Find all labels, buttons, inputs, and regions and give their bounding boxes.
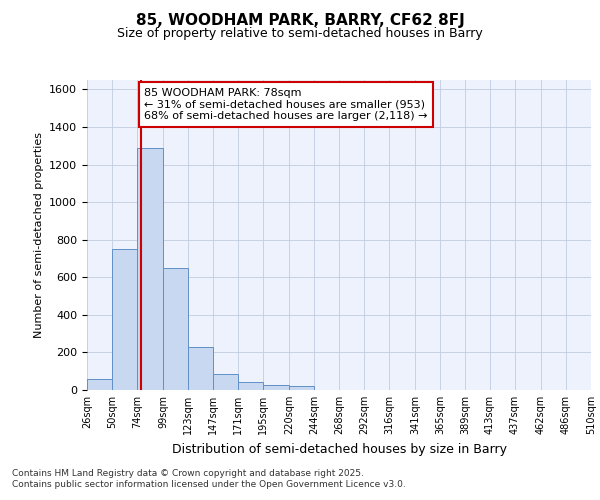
Bar: [87, 378, 112, 390]
Bar: [213, 374, 238, 390]
Bar: [238, 382, 263, 390]
Bar: [137, 148, 163, 390]
Bar: [289, 386, 314, 390]
Text: 85 WOODHAM PARK: 78sqm
← 31% of semi-detached houses are smaller (953)
68% of se: 85 WOODHAM PARK: 78sqm ← 31% of semi-det…: [144, 88, 428, 121]
Text: Contains HM Land Registry data © Crown copyright and database right 2025.: Contains HM Land Registry data © Crown c…: [12, 468, 364, 477]
Y-axis label: Number of semi-detached properties: Number of semi-detached properties: [34, 132, 44, 338]
Bar: [163, 268, 188, 390]
Bar: [188, 347, 213, 390]
Text: Contains public sector information licensed under the Open Government Licence v3: Contains public sector information licen…: [12, 480, 406, 489]
Text: Size of property relative to semi-detached houses in Barry: Size of property relative to semi-detach…: [117, 28, 483, 40]
Bar: [112, 249, 137, 390]
Text: 85, WOODHAM PARK, BARRY, CF62 8FJ: 85, WOODHAM PARK, BARRY, CF62 8FJ: [136, 12, 464, 28]
Bar: [263, 386, 289, 390]
X-axis label: Distribution of semi-detached houses by size in Barry: Distribution of semi-detached houses by …: [172, 442, 506, 456]
